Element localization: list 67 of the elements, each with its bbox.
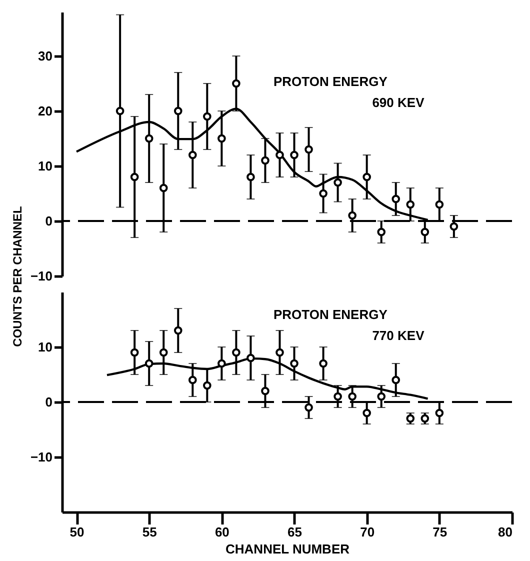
annotation: PROTON ENERGY (274, 307, 388, 322)
point (261, 156, 270, 165)
point (218, 134, 226, 143)
x-tick-label: 60 (214, 524, 230, 540)
point (304, 403, 313, 412)
point (203, 112, 212, 121)
y-tick-label: −10 (30, 268, 52, 284)
point (203, 381, 212, 390)
point (377, 228, 386, 236)
point (348, 392, 356, 401)
x-tick-label: 50 (70, 524, 84, 540)
annotation: 770 KEV (372, 328, 425, 343)
point (159, 348, 168, 357)
point (174, 106, 182, 116)
x-tick-label: 80 (498, 524, 512, 540)
point (435, 408, 444, 418)
point (261, 386, 270, 396)
point (144, 134, 154, 143)
y-tick-label: 30 (38, 48, 52, 64)
y-tick-label: 10 (38, 158, 52, 174)
point (362, 172, 371, 182)
point (130, 172, 139, 182)
point (116, 106, 124, 116)
x-tick-label: 65 (288, 524, 302, 540)
point (290, 150, 298, 160)
x-tick-label: 70 (360, 524, 375, 540)
point (406, 414, 415, 423)
point (334, 178, 342, 187)
point (246, 354, 255, 362)
point (246, 172, 255, 182)
point (144, 359, 154, 368)
point (218, 359, 226, 368)
annotation: PROTON ENERGY (274, 74, 388, 89)
point (362, 408, 371, 418)
point (130, 348, 139, 357)
x-axis-title: CHANNEL NUMBER (226, 542, 350, 556)
point (348, 211, 356, 220)
point (174, 326, 182, 335)
point (232, 348, 240, 357)
annotation: 690 KEV (372, 95, 425, 110)
point (276, 150, 284, 160)
point (420, 414, 430, 423)
point (290, 359, 298, 368)
point (276, 348, 284, 357)
y-tick-label: 0 (45, 394, 52, 410)
y-axis-title: COUNTS PER CHANNEL (10, 206, 24, 347)
point (406, 200, 415, 209)
point (319, 359, 328, 368)
point (377, 392, 386, 401)
point (450, 222, 458, 231)
point (188, 150, 197, 160)
y-tick-label: 10 (38, 340, 52, 354)
point (232, 79, 240, 88)
point (334, 392, 342, 401)
point (435, 200, 444, 209)
point (304, 145, 313, 154)
y-tick-label: 0 (45, 214, 52, 228)
x-tick-label: 75 (432, 524, 448, 540)
point (319, 189, 328, 198)
point (188, 376, 197, 384)
point (392, 194, 400, 204)
y-tick-label: 20 (38, 104, 52, 118)
x-tick-label: 55 (142, 524, 157, 540)
y-tick-label: −10 (30, 450, 52, 464)
point (420, 228, 430, 236)
point (392, 376, 400, 384)
point (159, 184, 168, 192)
